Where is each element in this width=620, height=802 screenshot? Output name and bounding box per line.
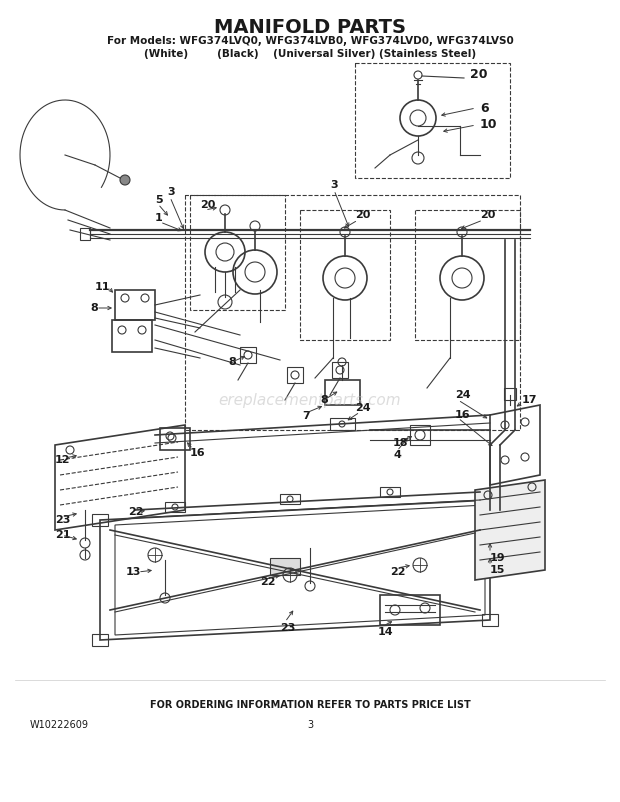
Text: 23: 23 (55, 515, 71, 525)
Text: For Models: WFG374LVQ0, WFG374LVB0, WFG374LVD0, WFG374LVS0: For Models: WFG374LVQ0, WFG374LVB0, WFG3… (107, 36, 513, 46)
Text: ereplacementparts.com: ereplacementparts.com (219, 392, 401, 407)
Text: W10222609: W10222609 (30, 720, 89, 730)
Text: 19: 19 (490, 553, 506, 563)
Polygon shape (475, 480, 545, 580)
Text: 23: 23 (280, 623, 295, 633)
Text: 24: 24 (355, 403, 371, 413)
Text: 6: 6 (480, 102, 489, 115)
Text: 22: 22 (260, 577, 275, 587)
Text: 22: 22 (390, 567, 405, 577)
Text: 13: 13 (126, 567, 141, 577)
Text: 22: 22 (128, 507, 143, 517)
Text: 7: 7 (302, 411, 310, 421)
Text: 12: 12 (55, 455, 71, 465)
Text: 3: 3 (167, 187, 175, 197)
Text: 17: 17 (522, 395, 538, 405)
Text: 11: 11 (95, 282, 110, 292)
Text: 8: 8 (228, 357, 236, 367)
Text: (White)        (Black)    (Universal Silver) (Stainless Steel): (White) (Black) (Universal Silver) (Stai… (144, 49, 476, 59)
Text: 20: 20 (200, 200, 215, 210)
Text: 14: 14 (378, 627, 394, 637)
Text: 3: 3 (330, 180, 338, 190)
Text: FOR ORDERING INFORMATION REFER TO PARTS PRICE LIST: FOR ORDERING INFORMATION REFER TO PARTS … (149, 700, 471, 710)
Text: 20: 20 (480, 210, 495, 220)
Text: 5: 5 (155, 195, 162, 205)
Text: 16: 16 (190, 448, 206, 458)
Text: 15: 15 (490, 565, 505, 575)
Text: 1: 1 (155, 213, 162, 223)
Circle shape (120, 175, 130, 185)
Text: 10: 10 (480, 119, 497, 132)
Polygon shape (270, 558, 300, 575)
Text: 20: 20 (470, 68, 487, 82)
Text: MANIFOLD PARTS: MANIFOLD PARTS (214, 18, 406, 37)
Bar (355, 63, 510, 178)
Text: 21: 21 (55, 530, 71, 540)
Text: 24: 24 (455, 390, 471, 400)
Text: 8: 8 (320, 395, 328, 405)
Text: 3: 3 (307, 720, 313, 730)
Text: 16: 16 (455, 410, 471, 420)
Text: 8: 8 (90, 303, 98, 313)
Text: 18: 18 (393, 438, 409, 448)
Text: 4: 4 (393, 450, 401, 460)
Text: 20: 20 (355, 210, 370, 220)
